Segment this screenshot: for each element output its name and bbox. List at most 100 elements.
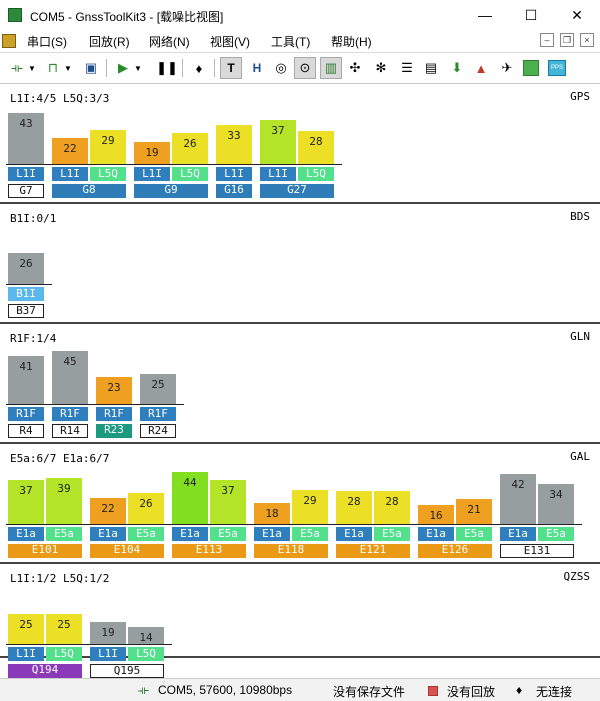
child-window-icon[interactable] <box>2 34 16 48</box>
green-square-icon[interactable] <box>520 57 542 79</box>
cn0-bar: 45 <box>52 351 88 404</box>
cn0-bar: 33 <box>216 125 252 164</box>
menu-help[interactable]: 帮助(H) <box>331 35 372 49</box>
system-name: GAL <box>570 450 590 463</box>
cn0-bar: 19 <box>134 142 170 164</box>
settings-icon[interactable]: ✻ <box>375 60 387 75</box>
mic-icon[interactable]: ♦ <box>195 60 203 76</box>
signal-label: E5a <box>210 527 246 541</box>
signal-label: E1a <box>500 527 536 541</box>
satellite-label[interactable]: R14 <box>52 424 88 438</box>
satellite-label[interactable]: E101 <box>8 544 82 558</box>
save-icon[interactable]: ▣ <box>84 60 98 75</box>
satellite-label[interactable]: R23 <box>96 424 132 438</box>
system-name: GLN <box>570 330 590 343</box>
signal-label: B1I <box>8 287 44 301</box>
pause-icon[interactable]: ❚❚ <box>156 60 178 75</box>
save-status: 没有保存文件 <box>333 685 406 699</box>
satellite-label[interactable]: E113 <box>172 544 246 558</box>
download-icon[interactable]: ⬇ <box>451 60 463 75</box>
navigation-icon[interactable]: ▲ <box>474 60 488 76</box>
cn0-bar: 25 <box>8 614 44 644</box>
list-icon[interactable]: ☰ <box>401 60 413 75</box>
connect-icon[interactable]: ⟛ <box>11 60 23 75</box>
menu-replay[interactable]: 回放(R) <box>89 35 130 49</box>
play-dropdown-icon[interactable]: ▼ <box>134 63 142 73</box>
signal-label: R1F <box>52 407 88 421</box>
text-view-icon[interactable]: T <box>220 57 242 79</box>
satellite-label[interactable]: E118 <box>254 544 328 558</box>
cn0-bar: 19 <box>90 622 126 644</box>
menu-view[interactable]: 视图(V) <box>210 35 250 49</box>
satellite-label[interactable]: E104 <box>90 544 164 558</box>
signal-label: E5a <box>538 527 574 541</box>
menu-network[interactable]: 网络(N) <box>149 35 190 49</box>
pps-icon[interactable]: PPS <box>546 57 568 79</box>
satellite-label[interactable]: G9 <box>134 184 208 198</box>
signal-label: L1I <box>90 647 126 661</box>
document-icon[interactable]: ▤ <box>424 60 438 75</box>
signal-label: R1F <box>140 407 176 421</box>
satellite-icon[interactable]: ✣ <box>349 60 361 75</box>
wave-icon[interactable]: ⊓ <box>47 60 59 75</box>
cn0-bar: 28 <box>298 131 334 164</box>
signal-label: L5Q <box>46 647 82 661</box>
satellite-label[interactable]: E121 <box>336 544 410 558</box>
satellite-label[interactable]: E126 <box>418 544 492 558</box>
menu-tools[interactable]: 工具(T) <box>271 35 311 49</box>
signal-label: L1I <box>52 167 88 181</box>
satellite-label[interactable]: G7 <box>8 184 44 198</box>
satellite-label[interactable]: B37 <box>8 304 44 318</box>
cn0-bar: 42 <box>500 474 536 524</box>
sky-view-icon[interactable]: ⊙ <box>294 57 316 79</box>
minimize-button[interactable]: — <box>478 7 492 23</box>
cn0-bar: 22 <box>52 138 88 164</box>
baseline <box>6 284 52 285</box>
signal-label: L5Q <box>90 167 126 181</box>
satellite-label[interactable]: G16 <box>216 184 252 198</box>
bird-icon[interactable]: ✈ <box>501 60 513 75</box>
compass-icon[interactable]: ◎ <box>275 60 287 75</box>
signal-label: R1F <box>8 407 44 421</box>
connect-dropdown-icon[interactable]: ▼ <box>28 63 36 73</box>
signal-label: L5Q <box>298 167 334 181</box>
cn0-bar: 37 <box>8 480 44 524</box>
menu-serial[interactable]: 串口(S) <box>27 35 67 49</box>
signal-label: E1a <box>418 527 454 541</box>
wave-dropdown-icon[interactable]: ▼ <box>64 63 72 73</box>
replay-status: 没有回放 <box>447 685 496 699</box>
satellite-label[interactable]: Q194 <box>8 664 82 678</box>
cn0-bar: 26 <box>128 493 164 524</box>
baseline <box>6 524 582 525</box>
signal-summary: L1I:1/2 L5Q:1/2 <box>10 572 110 585</box>
mdi-restore-button[interactable]: ❐ <box>560 33 574 47</box>
signal-label: E1a <box>90 527 126 541</box>
signal-label: L1I <box>216 167 252 181</box>
satellite-label[interactable]: G8 <box>52 184 126 198</box>
satellite-label[interactable]: G27 <box>260 184 334 198</box>
baseline <box>6 404 184 405</box>
satellite-label[interactable]: R24 <box>140 424 176 438</box>
signal-label: E5a <box>128 527 164 541</box>
cn0-bar: 25 <box>46 614 82 644</box>
satellite-label[interactable]: R4 <box>8 424 44 438</box>
cn0-bar: 23 <box>96 377 132 404</box>
cn0-bar: 29 <box>90 130 126 164</box>
hex-view-icon[interactable]: H <box>252 61 262 75</box>
close-button[interactable]: ✕ <box>571 6 583 23</box>
mdi-minimize-button[interactable]: – <box>540 33 554 47</box>
app-icon <box>8 8 22 22</box>
signal-label: E5a <box>46 527 82 541</box>
baseline <box>6 644 172 645</box>
satellite-label[interactable]: E131 <box>500 544 574 558</box>
play-icon[interactable]: ▶ <box>118 60 128 75</box>
satellite-label[interactable]: Q195 <box>90 664 164 678</box>
maximize-button[interactable]: ☐ <box>524 6 538 23</box>
cn0-bar: 25 <box>140 374 176 404</box>
cn0-view-icon[interactable]: ▥ <box>320 57 342 79</box>
signal-label: L1I <box>8 167 44 181</box>
mdi-close-button[interactable]: × <box>580 33 594 47</box>
connection-icon: ⟛ <box>138 683 149 697</box>
cn0-bar: 29 <box>292 490 328 524</box>
signal-label: L5Q <box>128 647 164 661</box>
